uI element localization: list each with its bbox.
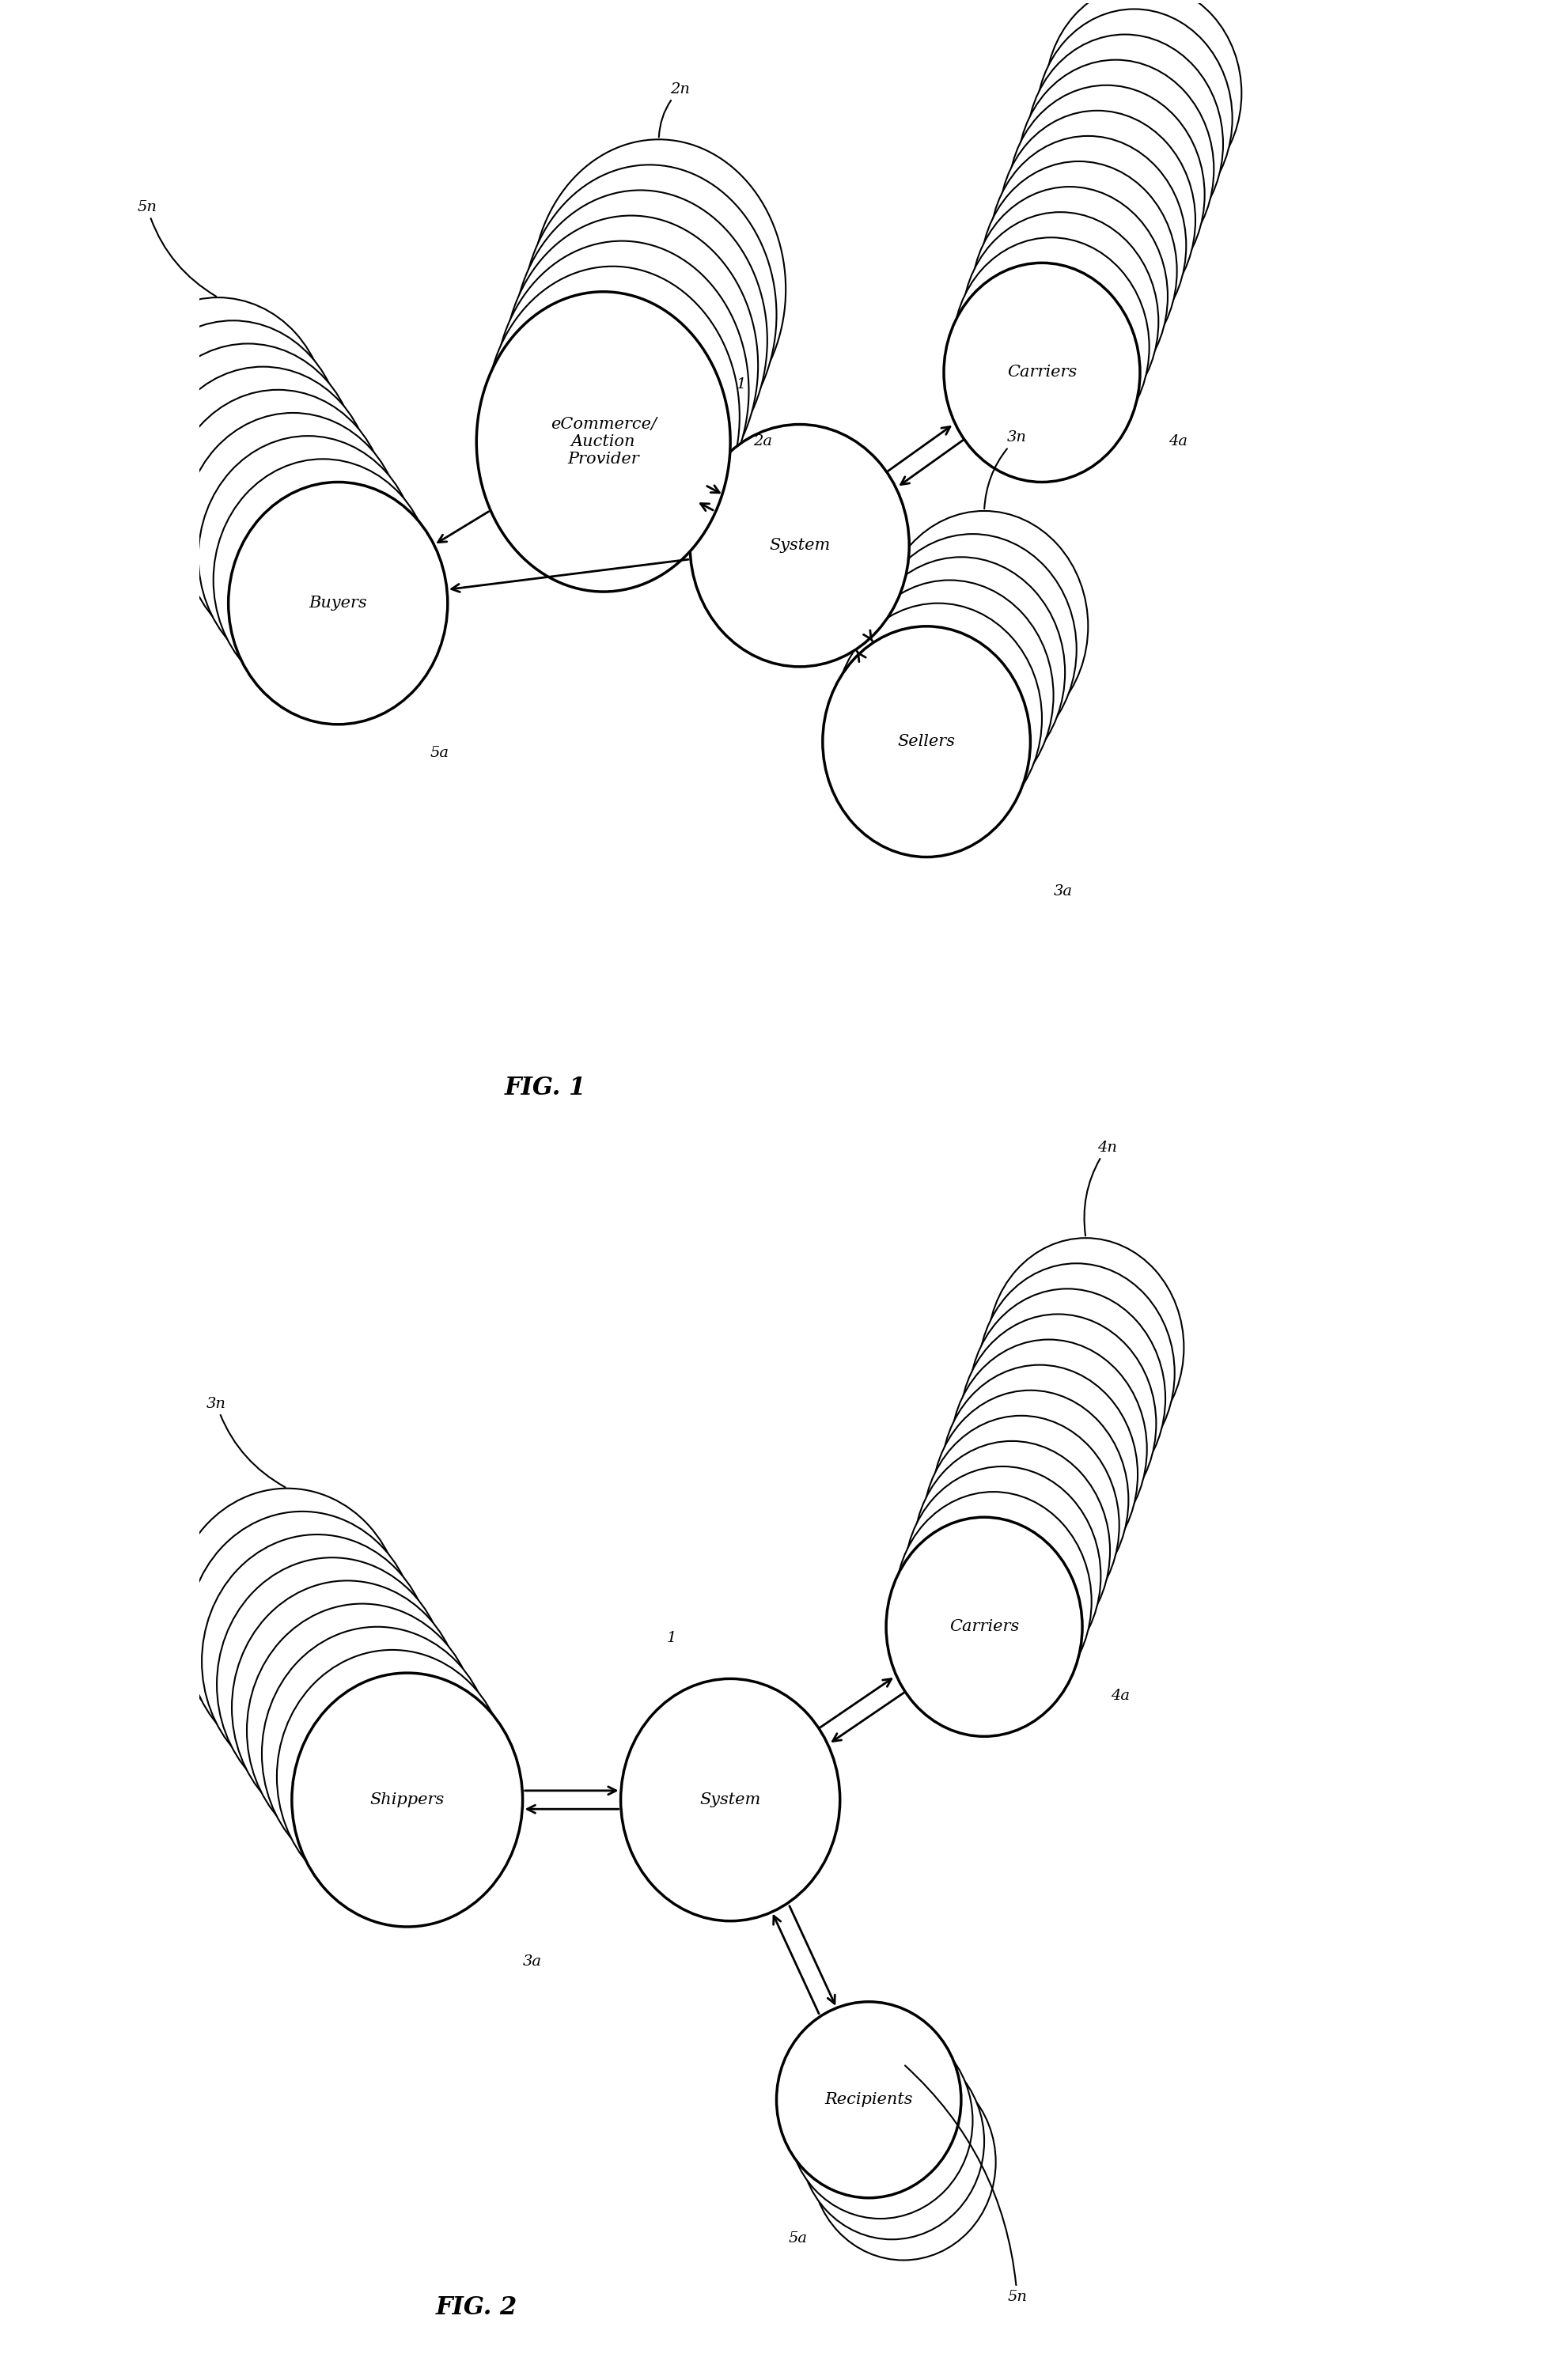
Ellipse shape [904, 1466, 1101, 1685]
Ellipse shape [944, 262, 1140, 483]
Ellipse shape [913, 1440, 1110, 1661]
Ellipse shape [217, 1557, 447, 1811]
Ellipse shape [168, 390, 388, 633]
Ellipse shape [969, 1288, 1165, 1509]
Ellipse shape [486, 267, 739, 566]
Ellipse shape [477, 293, 730, 593]
Ellipse shape [213, 459, 433, 702]
Ellipse shape [978, 1264, 1174, 1483]
Ellipse shape [621, 1678, 840, 1921]
Ellipse shape [202, 1535, 433, 1787]
Text: 4n: 4n [1084, 1140, 1117, 1235]
Ellipse shape [811, 2063, 995, 2261]
Ellipse shape [231, 1580, 463, 1835]
Ellipse shape [881, 512, 1089, 743]
Ellipse shape [183, 412, 402, 655]
Ellipse shape [138, 343, 357, 585]
Ellipse shape [292, 1673, 523, 1928]
Ellipse shape [276, 1649, 508, 1904]
Ellipse shape [834, 602, 1042, 833]
Ellipse shape [787, 2023, 972, 2218]
Ellipse shape [523, 164, 776, 464]
Ellipse shape [963, 212, 1159, 431]
Text: Shippers: Shippers [370, 1792, 444, 1806]
Ellipse shape [154, 367, 373, 609]
Ellipse shape [823, 626, 1030, 857]
Ellipse shape [988, 1238, 1183, 1457]
Text: 5n: 5n [137, 200, 216, 298]
Text: 3n: 3n [207, 1397, 286, 1488]
Text: Carriers: Carriers [1006, 364, 1076, 381]
Text: 2n: 2n [658, 83, 690, 138]
Text: Buyers: Buyers [309, 595, 367, 612]
Ellipse shape [846, 581, 1053, 812]
Text: 5a: 5a [787, 2230, 808, 2244]
Ellipse shape [887, 1516, 1082, 1737]
Ellipse shape [199, 436, 418, 678]
Ellipse shape [123, 321, 343, 562]
Ellipse shape [228, 483, 447, 724]
Text: 1: 1 [666, 1630, 677, 1645]
Ellipse shape [109, 298, 328, 540]
Text: 4a: 4a [1110, 1690, 1131, 1704]
Text: System: System [769, 538, 831, 552]
Ellipse shape [857, 557, 1065, 788]
Ellipse shape [1036, 10, 1233, 228]
Ellipse shape [989, 136, 1186, 355]
Text: 2a: 2a [753, 436, 772, 450]
Ellipse shape [972, 186, 1168, 407]
Ellipse shape [690, 424, 909, 666]
Text: 4a: 4a [1169, 436, 1188, 450]
Ellipse shape [1027, 33, 1224, 255]
Ellipse shape [999, 109, 1196, 331]
Text: 5n: 5n [905, 2066, 1027, 2304]
Ellipse shape [172, 1488, 402, 1742]
Ellipse shape [896, 1492, 1092, 1711]
Text: 3a: 3a [1053, 885, 1073, 900]
Text: System: System [700, 1792, 761, 1806]
Ellipse shape [531, 140, 786, 440]
Text: 3a: 3a [523, 1954, 542, 1968]
Text: Sellers: Sellers [898, 733, 955, 750]
Ellipse shape [1008, 86, 1205, 305]
Text: FIG. 2: FIG. 2 [436, 2294, 517, 2320]
Text: 1: 1 [736, 376, 745, 390]
Text: eCommerce/
Auction
Provider: eCommerce/ Auction Provider [550, 416, 657, 466]
Ellipse shape [800, 2044, 985, 2240]
Ellipse shape [247, 1604, 478, 1856]
Ellipse shape [1017, 60, 1214, 278]
Ellipse shape [514, 190, 767, 490]
Text: 3n: 3n [985, 431, 1027, 509]
Text: Carriers: Carriers [949, 1618, 1019, 1635]
Ellipse shape [505, 217, 758, 516]
Ellipse shape [960, 1314, 1155, 1533]
Text: Recipients: Recipients [825, 2092, 913, 2106]
Ellipse shape [776, 2002, 961, 2197]
Ellipse shape [262, 1628, 492, 1880]
Ellipse shape [495, 240, 749, 540]
Ellipse shape [941, 1364, 1138, 1585]
Text: FIG. 1: FIG. 1 [505, 1076, 587, 1100]
Ellipse shape [922, 1416, 1120, 1635]
Ellipse shape [954, 238, 1149, 457]
Ellipse shape [950, 1340, 1148, 1559]
Text: 5a: 5a [430, 745, 449, 759]
Ellipse shape [981, 162, 1177, 381]
Ellipse shape [186, 1511, 418, 1766]
Ellipse shape [868, 533, 1076, 764]
Ellipse shape [1045, 0, 1241, 202]
Ellipse shape [932, 1390, 1129, 1609]
